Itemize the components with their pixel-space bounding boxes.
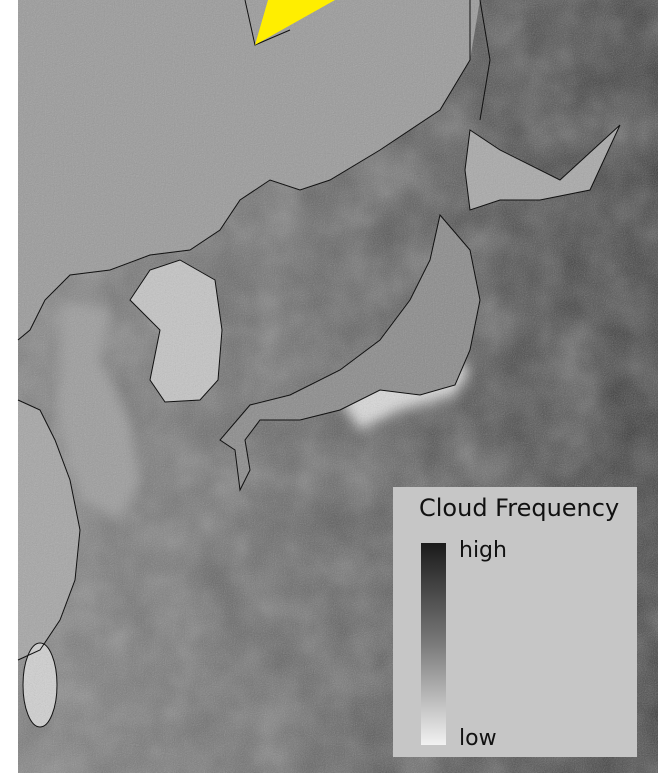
page: Cloud Frequency high low (() => { const … (0, 0, 658, 773)
legend-high: high (459, 538, 507, 563)
legend: Cloud Frequency high low (393, 487, 637, 757)
cloud-frequency-map: Cloud Frequency high low (0, 0, 658, 773)
legend-gradient (421, 543, 446, 745)
legend-title: Cloud Frequency (419, 494, 619, 522)
legend-low: low (459, 726, 497, 751)
